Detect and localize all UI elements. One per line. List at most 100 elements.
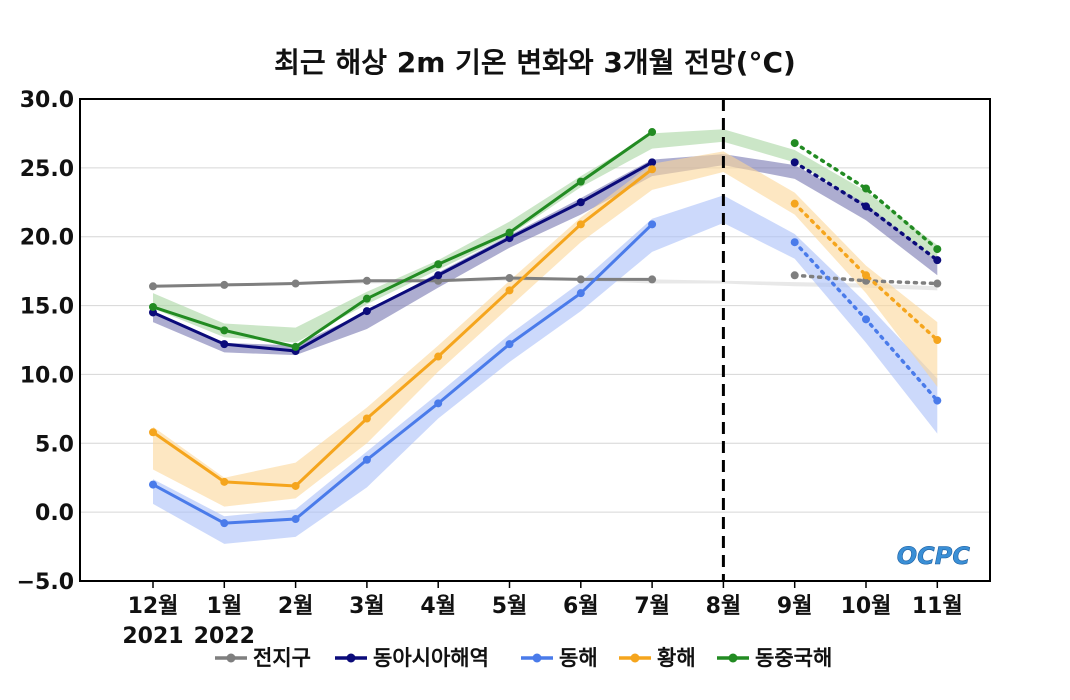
point-forecast-동해 bbox=[933, 396, 942, 405]
x-tick-label: 10월 bbox=[841, 594, 892, 619]
series-lines bbox=[149, 128, 942, 528]
line-observed-동중국해 bbox=[152, 130, 653, 349]
point-황해 bbox=[220, 477, 229, 486]
point-forecast-전지구 bbox=[933, 279, 942, 288]
point-동아시아해역 bbox=[362, 307, 371, 316]
line-observed-황해 bbox=[152, 168, 654, 488]
x-tick-label: 8월 bbox=[706, 594, 742, 619]
point-forecast-동해 bbox=[790, 238, 799, 247]
point-전지구 bbox=[648, 275, 657, 284]
y-tick-label: 30.0 bbox=[20, 88, 74, 113]
point-전지구 bbox=[149, 282, 157, 291]
legend: 전지구 동아시아해역 동해 황해 동중국해 bbox=[215, 646, 832, 670]
line-forecast-동중국해 bbox=[792, 141, 940, 251]
point-동중국해 bbox=[505, 228, 514, 237]
point-동해 bbox=[576, 289, 585, 298]
point-전지구 bbox=[434, 276, 443, 285]
ocpc-logo: OCPC bbox=[896, 542, 971, 571]
point-forecast-동중국해 bbox=[933, 245, 942, 254]
point-forecast-동아시아해역 bbox=[790, 158, 799, 167]
point-동아시아해역 bbox=[505, 234, 514, 243]
line-observed-동아시아해역 bbox=[152, 161, 653, 353]
point-forecast-동해 bbox=[862, 315, 870, 324]
legend-marker-동아시아해역 bbox=[346, 653, 356, 663]
y-tick-label: 20.0 bbox=[20, 226, 74, 251]
point-동아시아해역 bbox=[220, 340, 229, 349]
x-tick-label: 4월 bbox=[420, 594, 456, 619]
point-동중국해 bbox=[220, 326, 229, 335]
x-tick-label: 11월 bbox=[912, 594, 963, 619]
point-forecast-동중국해 bbox=[862, 184, 870, 193]
point-동해 bbox=[149, 480, 157, 489]
x-tick-label: 12월 bbox=[128, 594, 179, 619]
year-label: 2021 bbox=[122, 624, 183, 649]
line-forecast-황해 bbox=[792, 201, 940, 342]
y-tick-label: 25.0 bbox=[20, 157, 74, 182]
y-axis-ticks: 30.0 25.0 20.0 15.0 10.0 5.0 0.0 −5.0 bbox=[17, 88, 74, 595]
legend-label: 동아시아해역 bbox=[373, 646, 489, 670]
point-전지구 bbox=[220, 280, 229, 289]
y-tick-label: 15.0 bbox=[20, 295, 74, 320]
ocpc-logo-text: OCPC bbox=[897, 542, 971, 570]
point-황해 bbox=[648, 165, 657, 174]
point-황해 bbox=[576, 220, 585, 229]
point-동해 bbox=[291, 515, 300, 524]
point-동해 bbox=[362, 455, 371, 464]
x-tick-label: 7월 bbox=[634, 594, 670, 619]
y-tick-label: 10.0 bbox=[20, 363, 74, 388]
legend-marker-전지구 bbox=[226, 653, 236, 663]
point-전지구 bbox=[291, 279, 300, 288]
year-label: 2022 bbox=[194, 624, 255, 649]
point-황해 bbox=[149, 428, 157, 437]
point-동중국해 bbox=[291, 342, 300, 351]
point-forecast-황해 bbox=[862, 271, 870, 280]
x-tick-label: 5월 bbox=[492, 594, 528, 619]
x-tick-label: 6월 bbox=[563, 594, 599, 619]
point-동중국해 bbox=[434, 260, 443, 269]
point-동중국해 bbox=[149, 302, 157, 311]
x-tick-label: 2월 bbox=[278, 594, 314, 619]
point-forecast-동중국해 bbox=[790, 139, 799, 148]
y-tick-label: 0.0 bbox=[35, 501, 74, 526]
point-동해 bbox=[648, 220, 657, 229]
legend-marker-황해 bbox=[630, 653, 640, 663]
x-tick-label: 3월 bbox=[349, 594, 385, 619]
y-tick-label: −5.0 bbox=[17, 570, 74, 595]
point-동해 bbox=[434, 399, 443, 408]
legend-marker-동해 bbox=[532, 653, 542, 663]
legend-label: 황해 bbox=[657, 646, 696, 670]
y-tick-label: 5.0 bbox=[35, 432, 74, 457]
point-동아시아해역 bbox=[434, 271, 443, 280]
x-tick-label: 9월 bbox=[777, 594, 813, 619]
legend-marker-동중국해 bbox=[728, 653, 738, 663]
point-황해 bbox=[434, 352, 443, 361]
chart-title: 최근 해상 2m 기온 변화와 3개월 전망(°C) bbox=[274, 46, 796, 79]
point-동아시아해역 bbox=[648, 158, 657, 167]
point-황해 bbox=[505, 286, 514, 295]
x-tick-label: 1월 bbox=[207, 594, 243, 619]
point-전지구 bbox=[576, 275, 585, 284]
legend-label: 동중국해 bbox=[755, 646, 832, 670]
line-forecast-동아시아해역 bbox=[792, 160, 940, 262]
grid-lines bbox=[80, 167, 990, 513]
legend-label: 동해 bbox=[559, 646, 598, 670]
point-동중국해 bbox=[362, 294, 371, 303]
point-동중국해 bbox=[576, 177, 585, 186]
point-동중국해 bbox=[648, 128, 657, 137]
point-전지구 bbox=[505, 274, 514, 283]
plot-frame bbox=[79, 98, 991, 582]
point-동해 bbox=[505, 340, 514, 349]
point-동아시아해역 bbox=[149, 308, 157, 317]
uncertainty-bands bbox=[153, 129, 938, 544]
point-forecast-황해 bbox=[790, 199, 799, 208]
point-forecast-전지구 bbox=[790, 271, 799, 280]
point-forecast-동아시아해역 bbox=[933, 256, 942, 265]
line-observed-동해 bbox=[152, 223, 654, 525]
x-axis-ticks: 12월 1월 2월 3월 4월 5월 6월 7월 8월 9월 10월 11월 2021 2022 bbox=[122, 581, 963, 649]
point-동해 bbox=[220, 519, 229, 528]
legend-label: 전지구 bbox=[253, 646, 311, 670]
point-forecast-동아시아해역 bbox=[862, 202, 870, 211]
point-forecast-황해 bbox=[933, 336, 942, 344]
point-황해 bbox=[362, 414, 371, 423]
